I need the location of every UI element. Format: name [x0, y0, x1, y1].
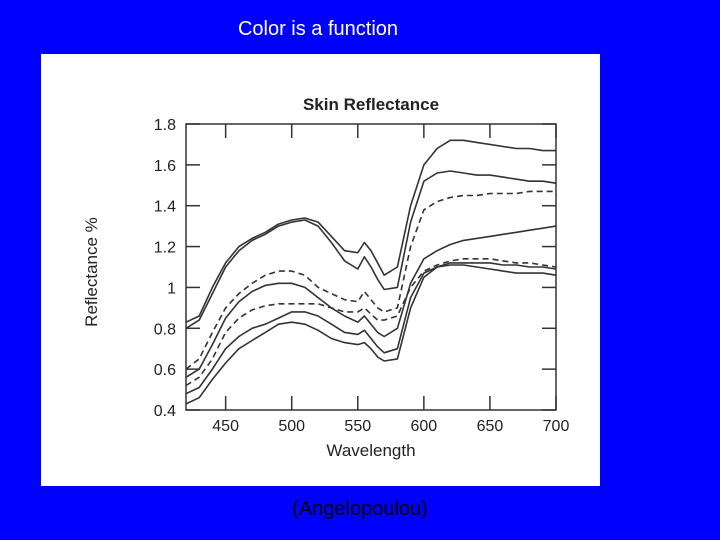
y-tick-label: 1 — [167, 280, 176, 297]
x-tick-label: 550 — [344, 418, 371, 435]
y-tick-label: 1.8 — [154, 117, 176, 134]
series-line-3 — [185, 190, 556, 370]
figure-panel: Skin Reflectance Reflectance % Wavelengt… — [41, 54, 600, 486]
skin-reflectance-chart: Skin Reflectance Reflectance % Wavelengt… — [82, 95, 570, 460]
y-tick-label: 1.4 — [154, 199, 176, 216]
chart-title: Skin Reflectance — [303, 95, 439, 114]
figure-caption: (Angelopoulou) — [292, 498, 428, 520]
series-line-4 — [185, 225, 557, 378]
y-tick-label: 0.4 — [154, 403, 176, 420]
series-line-1 — [185, 139, 556, 323]
axes-ticks: 450 500 550 600 650 700 0.4 0.6 0.8 1 1.2 1.4 1.6 1.8 — [154, 117, 570, 435]
x-tick-label: 500 — [278, 418, 305, 435]
y-tick-label: 1.2 — [154, 240, 176, 257]
series-layer — [185, 139, 557, 405]
y-tick-label: 0.6 — [154, 362, 176, 379]
x-tick-label: 600 — [411, 418, 438, 435]
x-axis-label: Wavelength — [326, 441, 415, 460]
series-line-7 — [185, 262, 557, 405]
y-axis-label: Reflectance % — [82, 217, 101, 327]
y-tick-label: 0.8 — [154, 321, 176, 338]
y-tick-label: 1.6 — [154, 158, 176, 175]
series-line-2 — [185, 170, 557, 329]
x-tick-label: 700 — [543, 418, 570, 435]
series-line-5 — [185, 258, 557, 387]
series-line-6 — [185, 264, 557, 395]
slide-title: Color is a function — [237, 18, 399, 40]
x-tick-label: 450 — [212, 418, 239, 435]
x-tick-label: 650 — [477, 418, 504, 435]
